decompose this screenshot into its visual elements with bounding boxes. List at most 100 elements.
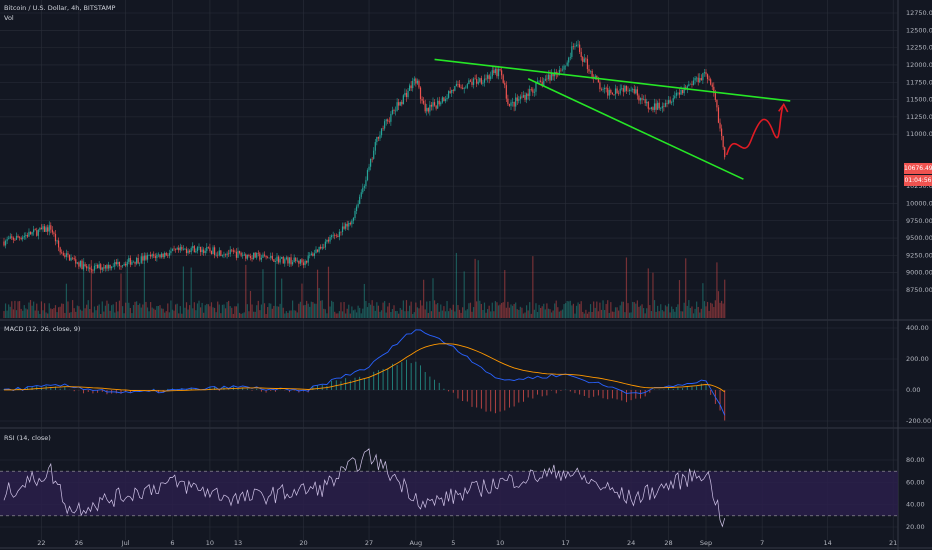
candle-body: [248, 254, 250, 257]
volume-bar: [561, 309, 564, 318]
volume-bar: [181, 313, 183, 318]
volume-bar: [554, 303, 556, 318]
volume-bar: [195, 310, 197, 318]
volume-bar: [187, 309, 189, 318]
candle-body: [544, 78, 546, 81]
volume-bar: [477, 260, 479, 318]
volume-bar: [435, 304, 437, 318]
volume-bar: [201, 302, 203, 318]
candle-body: [719, 122, 721, 129]
candle-body: [72, 257, 74, 259]
volume-bar: [70, 312, 72, 318]
candle-body: [357, 204, 359, 207]
volume-bar: [231, 307, 233, 318]
candle-body: [34, 229, 36, 231]
candle-body: [388, 121, 390, 123]
volume-bar: [84, 308, 86, 318]
candle-body: [508, 104, 511, 106]
volume-bar: [170, 300, 172, 318]
candle-body: [137, 257, 139, 264]
volume-bar: [190, 267, 192, 318]
volume-bar: [468, 303, 470, 318]
volume-bar: [653, 300, 656, 318]
candle-body: [359, 196, 361, 205]
macd-tick-label: 400.00: [906, 324, 929, 332]
volume-bar: [43, 303, 46, 318]
x-tick-label: 24: [627, 539, 635, 547]
candle-body: [203, 249, 205, 253]
candle-body: [299, 259, 301, 264]
volume-bar: [196, 303, 199, 318]
volume-bar: [334, 311, 336, 318]
volume-bar: [273, 305, 275, 318]
volume-bar: [582, 311, 584, 318]
candle-body: [335, 235, 337, 237]
volume-bar: [438, 311, 440, 318]
candle-body: [706, 74, 709, 80]
rsi-tick-label: 60.00: [906, 478, 925, 486]
candle-body: [435, 105, 437, 109]
y-tick-label: 12500.00: [906, 26, 932, 34]
volume-bar: [292, 300, 294, 318]
volume-bar: [672, 309, 674, 318]
volume-bar: [288, 310, 291, 318]
candle-body: [510, 102, 512, 106]
candle-body: [171, 248, 174, 251]
volume-bar: [125, 302, 127, 318]
volume-bar: [636, 300, 638, 318]
volume-bar: [277, 306, 280, 318]
candle-body: [107, 264, 110, 269]
countdown-tag: 01:04:56: [904, 175, 932, 186]
candle-body: [430, 104, 433, 107]
candle-body: [103, 267, 105, 269]
volume-bar: [706, 301, 709, 318]
candle-body: [410, 85, 412, 89]
volume-bar: [416, 307, 418, 318]
candle-body: [627, 90, 629, 92]
volume-bar: [156, 306, 158, 318]
candle-body: [565, 65, 567, 67]
candle-body: [26, 235, 28, 237]
volume-bar: [644, 313, 646, 318]
candle-body: [179, 247, 181, 251]
volume-bar: [189, 305, 191, 318]
candle-body: [321, 247, 323, 249]
volume-bar: [702, 283, 704, 318]
volume-bar: [154, 309, 156, 318]
volume-bar: [337, 313, 339, 318]
candle-body: [374, 142, 376, 151]
volume-bar: [476, 301, 478, 318]
candle-body: [594, 75, 596, 79]
x-tick-label: 6: [170, 539, 174, 547]
candle-body: [516, 97, 518, 101]
volume-bar: [460, 312, 462, 318]
candle-body: [207, 247, 209, 248]
volume-bar: [343, 302, 345, 318]
macd-label: MACD (12, 26, close, 9): [4, 325, 81, 333]
volume-bar: [652, 272, 654, 318]
volume-bar: [81, 310, 83, 318]
volume-bar: [593, 301, 595, 318]
volume-bar: [487, 309, 489, 318]
candle-body: [485, 78, 487, 80]
candle-body: [142, 256, 144, 261]
candle-body: [139, 262, 141, 264]
volume-bar: [430, 311, 433, 318]
candle-body: [29, 231, 32, 235]
volume-bar: [371, 300, 373, 318]
candle-body: [415, 78, 417, 84]
candle-body: [98, 264, 100, 268]
volume-bar: [260, 304, 262, 318]
volume-bar: [602, 300, 604, 318]
candle-body: [254, 252, 256, 258]
volume-bar: [385, 312, 387, 318]
volume-bar: [376, 302, 378, 318]
candle-body: [270, 255, 272, 258]
volume-bar: [218, 304, 220, 318]
volume-bar: [716, 262, 718, 318]
volume-bar: [608, 312, 610, 318]
candle-body: [518, 99, 520, 101]
volume-bar: [568, 301, 570, 318]
volume-bar: [72, 300, 74, 318]
